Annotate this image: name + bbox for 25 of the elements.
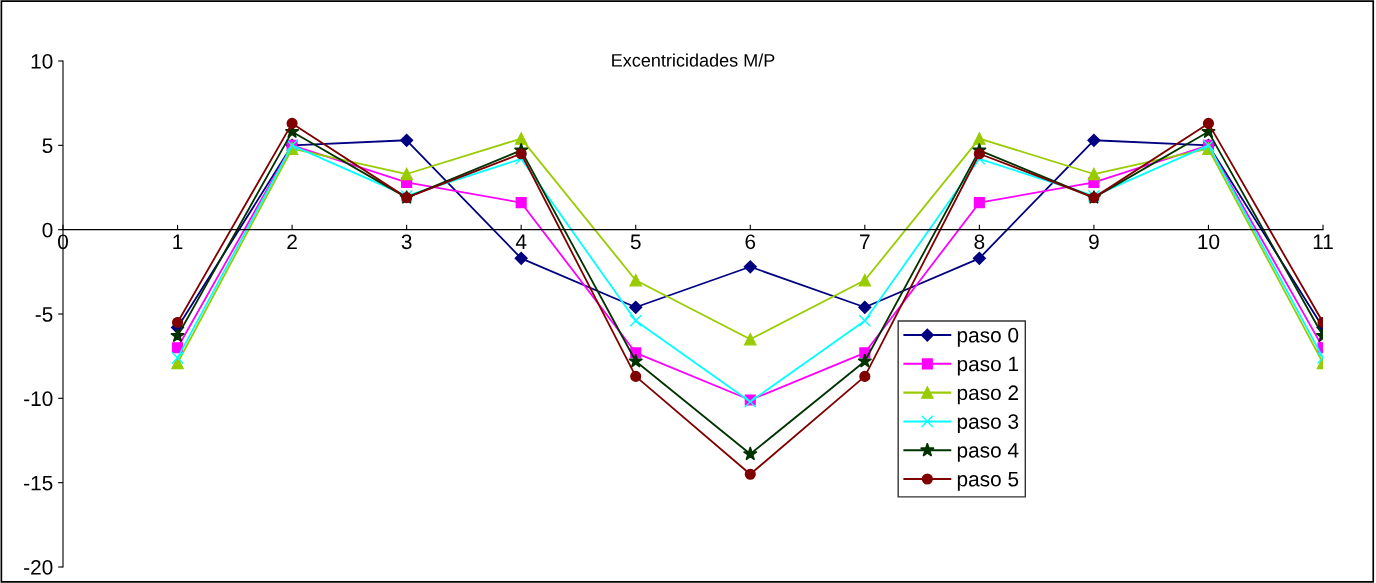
x-tick-label: 5	[630, 234, 641, 250]
legend-label: paso 3	[957, 414, 1019, 434]
chart-title: Excentricidades M/P	[612, 53, 775, 67]
y-tick-label: -5	[35, 307, 53, 322]
legend-label: paso 5	[957, 471, 1019, 491]
x-tick-label: 4	[515, 234, 527, 249]
x-tick-label: 10	[1198, 234, 1220, 250]
legend-label: paso 2	[957, 385, 1019, 405]
x-tick-label: 11	[1313, 234, 1333, 249]
x-tick-label: 3	[401, 234, 412, 250]
y-tick-label: -15	[24, 475, 53, 491]
x-tick-label: 9	[1089, 234, 1099, 250]
legend-label: paso 4	[957, 443, 1019, 462]
x-tick-label: 1	[173, 234, 183, 249]
y-tick-label: 0	[42, 222, 53, 238]
x-tick-label: 2	[287, 234, 297, 249]
x-tick-label: 7	[860, 234, 870, 249]
y-tick-label: 5	[42, 138, 53, 154]
legend-label: paso 0	[957, 327, 1019, 347]
x-tick-label: 6	[745, 234, 756, 250]
y-tick-label: 10	[31, 54, 53, 69]
y-tick-label: -10	[24, 391, 53, 407]
x-tick-label: 8	[974, 234, 985, 250]
y-tick-label: -20	[24, 560, 53, 575]
legend-label: paso 1	[957, 356, 1019, 376]
